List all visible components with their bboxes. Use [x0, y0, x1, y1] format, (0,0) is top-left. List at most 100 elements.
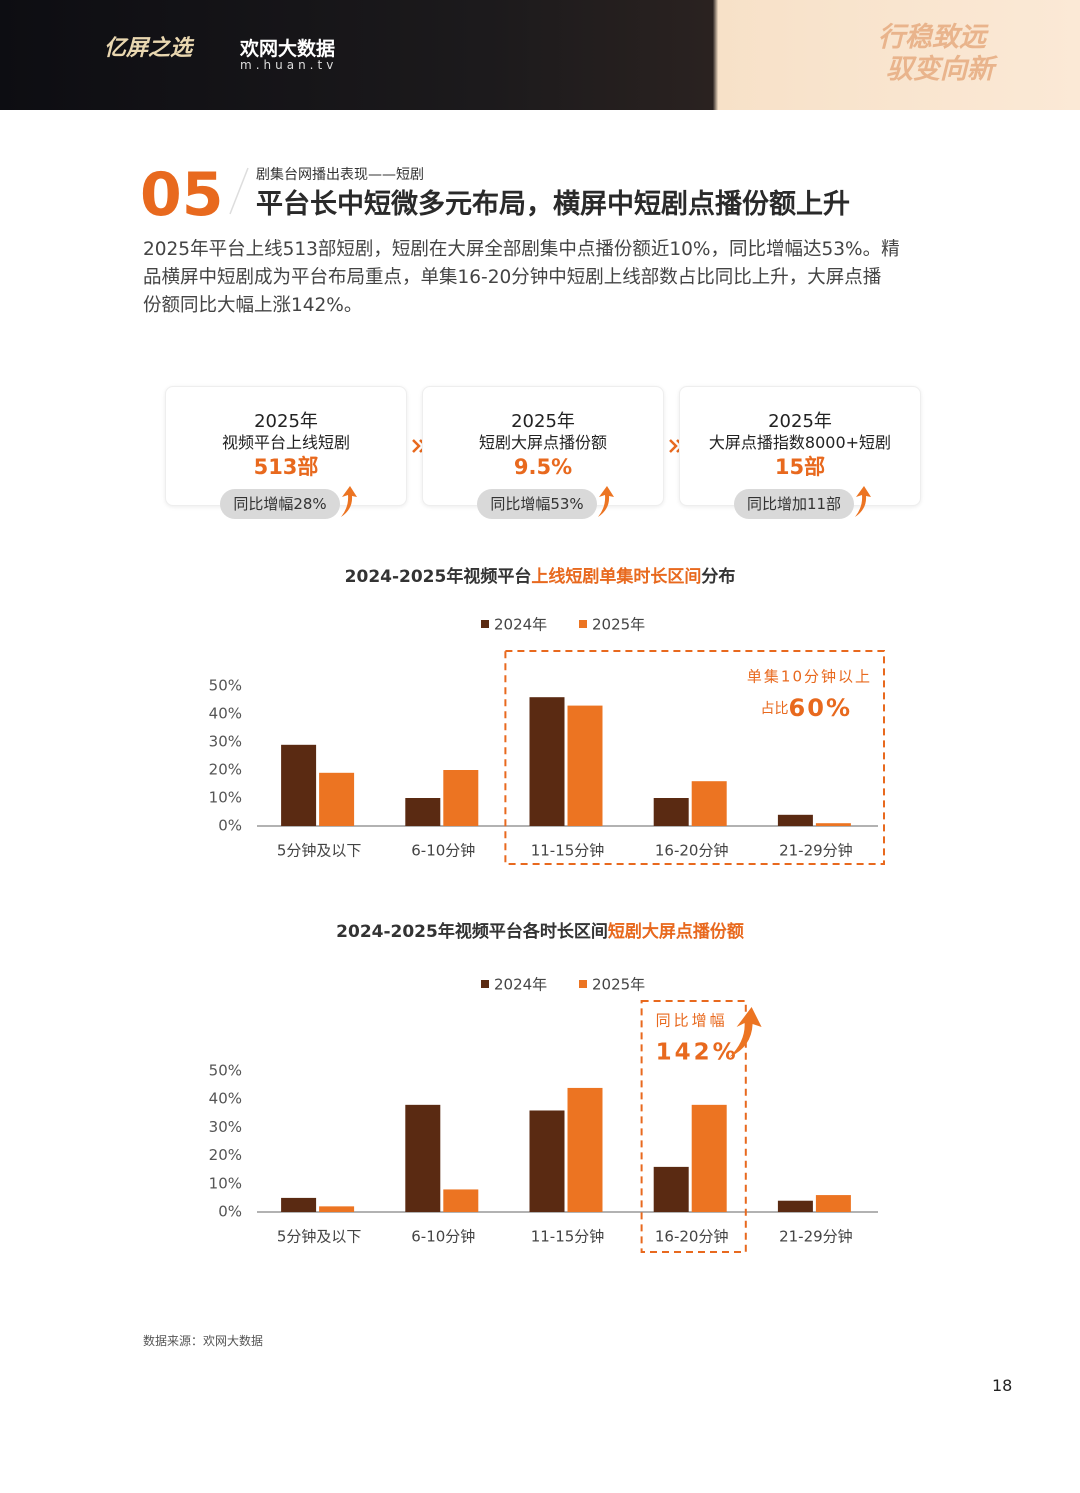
card-change: 同比增幅53% — [477, 489, 597, 519]
highlight-box — [640, 1000, 747, 1253]
slogan: 行稳致远 驭变向新 — [878, 22, 994, 86]
stat-card: 2025年 大屏点播指数8000+短剧 15部同比增加11部 — [679, 386, 921, 519]
up-arrow — [598, 486, 614, 517]
y-tick-label: 30% — [209, 1118, 242, 1136]
y-tick-label: 10% — [209, 1174, 242, 1192]
y-tick-label: 0% — [218, 817, 242, 835]
section-title: 平台长中短微多元布局，横屏中短剧点播份额上升 — [256, 189, 850, 220]
up-arrow-shape — [855, 486, 871, 517]
bar — [567, 1087, 603, 1212]
page-number: 18 — [992, 1376, 1013, 1395]
card-value: 15部 — [774, 455, 826, 479]
card-value: 9.5% — [513, 455, 573, 479]
x-tick-label: 6-10分钟 — [411, 842, 475, 860]
legend-label: 2025年 — [592, 976, 645, 994]
y-tick-label: 20% — [209, 1146, 242, 1164]
legend-swatch — [481, 980, 489, 988]
section-number: 05 — [140, 160, 224, 230]
x-tick-label: 21-29分钟 — [779, 1228, 853, 1246]
chart-title-part: 分布 — [701, 566, 735, 587]
x-tick-label: 11-15分钟 — [531, 1228, 605, 1246]
bar — [653, 1166, 689, 1212]
paragraph-line: 品横屏中短剧成为平台布局重点，单集16-20分钟中短剧上线部数占比同比上升，大屏… — [143, 267, 882, 288]
bar — [777, 1200, 813, 1212]
x-tick-label: 16-20分钟 — [655, 842, 729, 860]
card-change: 同比增幅28% — [220, 489, 340, 519]
bar — [815, 1195, 851, 1212]
bar — [319, 1206, 355, 1212]
legend-swatch — [579, 620, 587, 628]
card-label: 大屏点播指数8000+短剧 — [708, 433, 892, 452]
annotation: 同比增幅 — [656, 1012, 728, 1030]
up-arrow-shape — [341, 486, 357, 517]
legend-swatch — [481, 620, 489, 628]
x-tick-label: 11-15分钟 — [531, 842, 605, 860]
slogan-line: 驭变向新 — [886, 54, 994, 85]
bar — [319, 772, 355, 826]
card-year: 2025年 — [768, 411, 832, 432]
card-value: 513部 — [253, 455, 319, 479]
x-tick-label: 16-20分钟 — [655, 1228, 729, 1246]
y-tick-label: 40% — [209, 1090, 242, 1108]
up-arrow — [341, 486, 357, 517]
bar — [443, 770, 479, 826]
annotation-value: 142% — [656, 1040, 739, 1066]
paragraph-line: 2025年平台上线513部短剧，短剧在大屏全部剧集中点播份额近10%，同比增幅达… — [143, 239, 900, 260]
bar — [691, 1104, 727, 1212]
legend-label: 2024年 — [494, 616, 547, 634]
bar — [529, 1110, 565, 1212]
y-tick-label: 10% — [209, 789, 242, 807]
card-change: 同比增加11部 — [734, 489, 854, 519]
slogan-line: 行稳致远 — [878, 22, 986, 53]
url: m.huan.tv — [240, 58, 338, 72]
chart-title-part: 短剧大屏点播份额 — [608, 921, 744, 942]
brand: 欢网大数据 — [240, 38, 336, 60]
up-arrow — [855, 486, 871, 517]
bar — [691, 781, 727, 826]
bar — [405, 1104, 441, 1212]
chart-title-part: 2024-2025年视频平台各时长区间 — [336, 921, 608, 942]
legend-label: 2025年 — [592, 616, 645, 634]
chart-title: 2024-2025年视频平台各时长区间短剧大屏点播份额 — [336, 921, 744, 942]
legend-swatch — [579, 980, 587, 988]
card-year: 2025年 — [254, 411, 318, 432]
paragraph: 2025年平台上线513部短剧，短剧在大屏全部剧集中点播份额近10%，同比增幅达… — [143, 236, 943, 320]
stat-card: 2025年 短剧大屏点播份额 9.5% 同比增幅53% — [422, 386, 664, 519]
annotation-part: 占比 — [761, 701, 789, 717]
chart-title-part: 上线短剧单集时长区间 — [531, 566, 701, 587]
card-label: 视频平台上线短剧 — [221, 433, 350, 452]
x-tick-label: 5分钟及以下 — [277, 842, 362, 860]
y-tick-label: 40% — [209, 705, 242, 723]
annotation: 单集10分钟以上 — [747, 668, 872, 686]
y-tick-label: 50% — [209, 677, 242, 695]
paragraph-line: 份额同比大幅上涨142%。 — [143, 295, 363, 316]
highlight-box — [504, 650, 885, 865]
y-tick-label: 50% — [209, 1062, 242, 1080]
bar — [815, 823, 851, 826]
stat-card: 2025年 视频平台上线短剧 513部同比增幅28% — [165, 386, 407, 519]
bar — [653, 798, 689, 826]
header-banner: 亿屏之选 欢网大数据 m.huan.tv 行稳致远 驭变向新 — [0, 0, 1080, 110]
y-tick-label: 20% — [209, 761, 242, 779]
bar — [567, 705, 603, 826]
annotation-value: 60% — [789, 694, 852, 722]
bar — [443, 1189, 479, 1212]
bar — [529, 697, 565, 826]
divider — [229, 167, 249, 215]
up-arrow — [729, 1007, 762, 1057]
card-year: 2025年 — [511, 411, 575, 432]
logo: 亿屏之选 — [104, 36, 193, 61]
legend-label: 2024年 — [494, 976, 547, 994]
y-tick-label: 0% — [218, 1203, 242, 1221]
bar — [281, 744, 317, 826]
section-subtitle: 剧集台网播出表现——短剧 — [256, 167, 424, 183]
bar — [281, 1197, 317, 1212]
chart-title-part: 2024-2025年视频平台 — [345, 566, 532, 587]
bar — [777, 814, 813, 826]
x-tick-label: 21-29分钟 — [779, 842, 853, 860]
chart-title: 2024-2025年视频平台上线短剧单集时长区间分布 — [345, 566, 736, 587]
source: 数据来源：欢网大数据 — [143, 1334, 264, 1348]
y-tick-label: 30% — [209, 733, 242, 751]
